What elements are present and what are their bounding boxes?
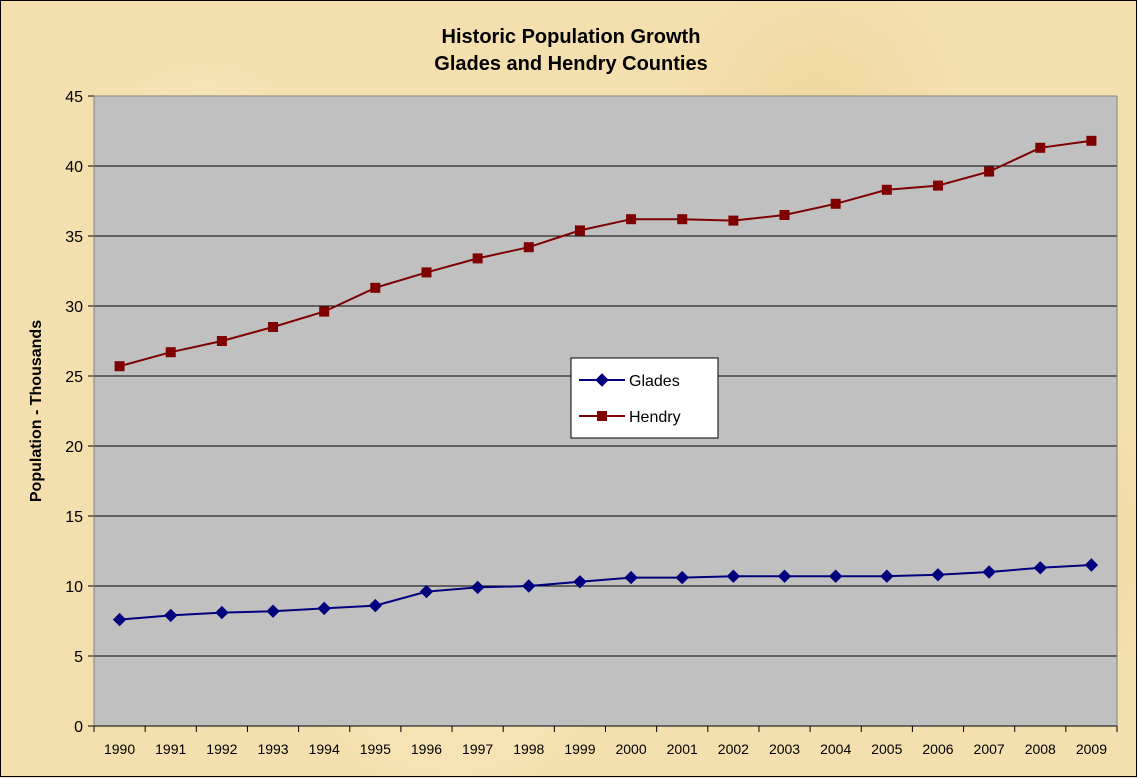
data-point-glades — [522, 579, 536, 593]
legend-box — [570, 357, 719, 439]
data-point-glades — [215, 605, 229, 620]
x-tick-label: 2005 — [871, 741, 902, 757]
x-tick-label: 1998 — [513, 741, 544, 757]
legend-entry-glades: Glades — [629, 373, 680, 390]
x-tick-label: 1991 — [155, 741, 186, 757]
data-point-hendry — [830, 198, 841, 209]
data-point-glades — [470, 580, 485, 595]
data-point-hendry — [984, 166, 995, 177]
y-tick-label: 25 — [65, 369, 83, 386]
x-tick-label: 2009 — [1076, 741, 1107, 757]
data-point-glades — [726, 569, 741, 583]
data-point-hendry — [881, 184, 892, 195]
data-point-hendry — [268, 322, 279, 332]
data-point-glades — [317, 601, 331, 616]
x-tick-label: 2001 — [667, 741, 698, 757]
legend-marker-glades — [595, 373, 609, 387]
chart-title-line2: Glades and Hendry Counties — [434, 53, 707, 75]
data-point-glades — [931, 568, 945, 582]
y-tick-label: 5 — [74, 649, 83, 666]
x-tick-label: 1992 — [206, 741, 237, 757]
y-tick-label: 35 — [65, 229, 83, 246]
y-tick-label: 15 — [65, 509, 83, 526]
legend-entry-hendry: Hendry — [629, 409, 681, 426]
data-point-hendry — [677, 214, 688, 225]
chart-title-line1: Historic Population Growth — [442, 26, 701, 48]
x-tick-label: 2003 — [769, 741, 800, 757]
axes — [93, 95, 1118, 732]
y-tick-label: 30 — [65, 299, 83, 316]
data-point-hendry — [626, 214, 637, 225]
y-axis-label: Population - Thousands — [28, 320, 45, 502]
x-tick-label: 2002 — [718, 741, 749, 757]
x-tick-label: 1999 — [564, 741, 595, 757]
legend: Glades Hendry — [570, 357, 719, 439]
x-tick-label: 2006 — [922, 741, 953, 757]
data-point-hendry — [779, 210, 790, 220]
x-tick-label: 1996 — [411, 741, 442, 757]
y-tick-label: 20 — [65, 439, 83, 456]
data-point-glades — [164, 608, 178, 623]
y-tick-label: 0 — [74, 719, 83, 736]
series-hendry — [114, 135, 1097, 372]
x-tick-label: 2000 — [615, 741, 646, 757]
data-point-glades — [624, 570, 638, 585]
data-point-glades — [777, 569, 792, 583]
data-point-hendry — [319, 306, 330, 317]
data-point-hendry — [1035, 142, 1046, 153]
data-point-glades — [1084, 558, 1099, 572]
data-point-glades — [828, 569, 843, 583]
data-point-hendry — [165, 347, 176, 358]
series-line-glades — [119, 564, 1092, 621]
series-layer — [112, 135, 1099, 627]
data-point-glades — [419, 584, 434, 599]
legend-marker-hendry — [597, 411, 607, 421]
data-point-hendry — [472, 253, 483, 264]
data-point-glades — [112, 612, 127, 627]
x-tick-label: 2007 — [974, 741, 1005, 757]
data-point-hendry — [932, 180, 943, 191]
y-tick-label: 40 — [65, 159, 83, 176]
data-point-glades — [1033, 561, 1047, 575]
data-point-hendry — [728, 215, 739, 226]
y-tick-label: 10 — [65, 579, 83, 596]
series-line-hendry — [119, 139, 1092, 368]
series-glades — [112, 558, 1099, 627]
y-tick-label: 45 — [65, 89, 83, 106]
data-point-glades — [675, 570, 689, 585]
x-tick-label: 2004 — [820, 741, 851, 757]
data-point-glades — [368, 598, 383, 613]
x-tick-label: 1993 — [257, 741, 288, 757]
data-point-glades — [573, 575, 587, 589]
data-point-hendry — [1086, 135, 1097, 146]
x-tick-label: 1995 — [360, 741, 391, 757]
data-point-glades — [982, 565, 996, 579]
data-point-hendry — [216, 336, 227, 346]
data-point-glades — [266, 604, 280, 618]
x-axis-tick-labels: 1990 1991 1992 1993 1994 1995 1996 1997 1998 1999… — [104, 741, 1107, 757]
y-axis-tick-labels: 0 5 10 15 20 25 30 35 40 45 — [65, 89, 83, 736]
x-tick-label: 2008 — [1025, 741, 1056, 757]
data-point-hendry — [370, 282, 381, 293]
x-tick-label: 1997 — [462, 741, 493, 757]
data-point-hendry — [421, 267, 432, 278]
x-tick-label: 1994 — [309, 741, 340, 757]
data-point-hendry — [114, 361, 125, 372]
data-point-hendry — [523, 242, 534, 253]
data-point-hendry — [574, 225, 585, 236]
data-point-glades — [880, 569, 894, 583]
x-tick-label: 1990 — [104, 741, 135, 757]
